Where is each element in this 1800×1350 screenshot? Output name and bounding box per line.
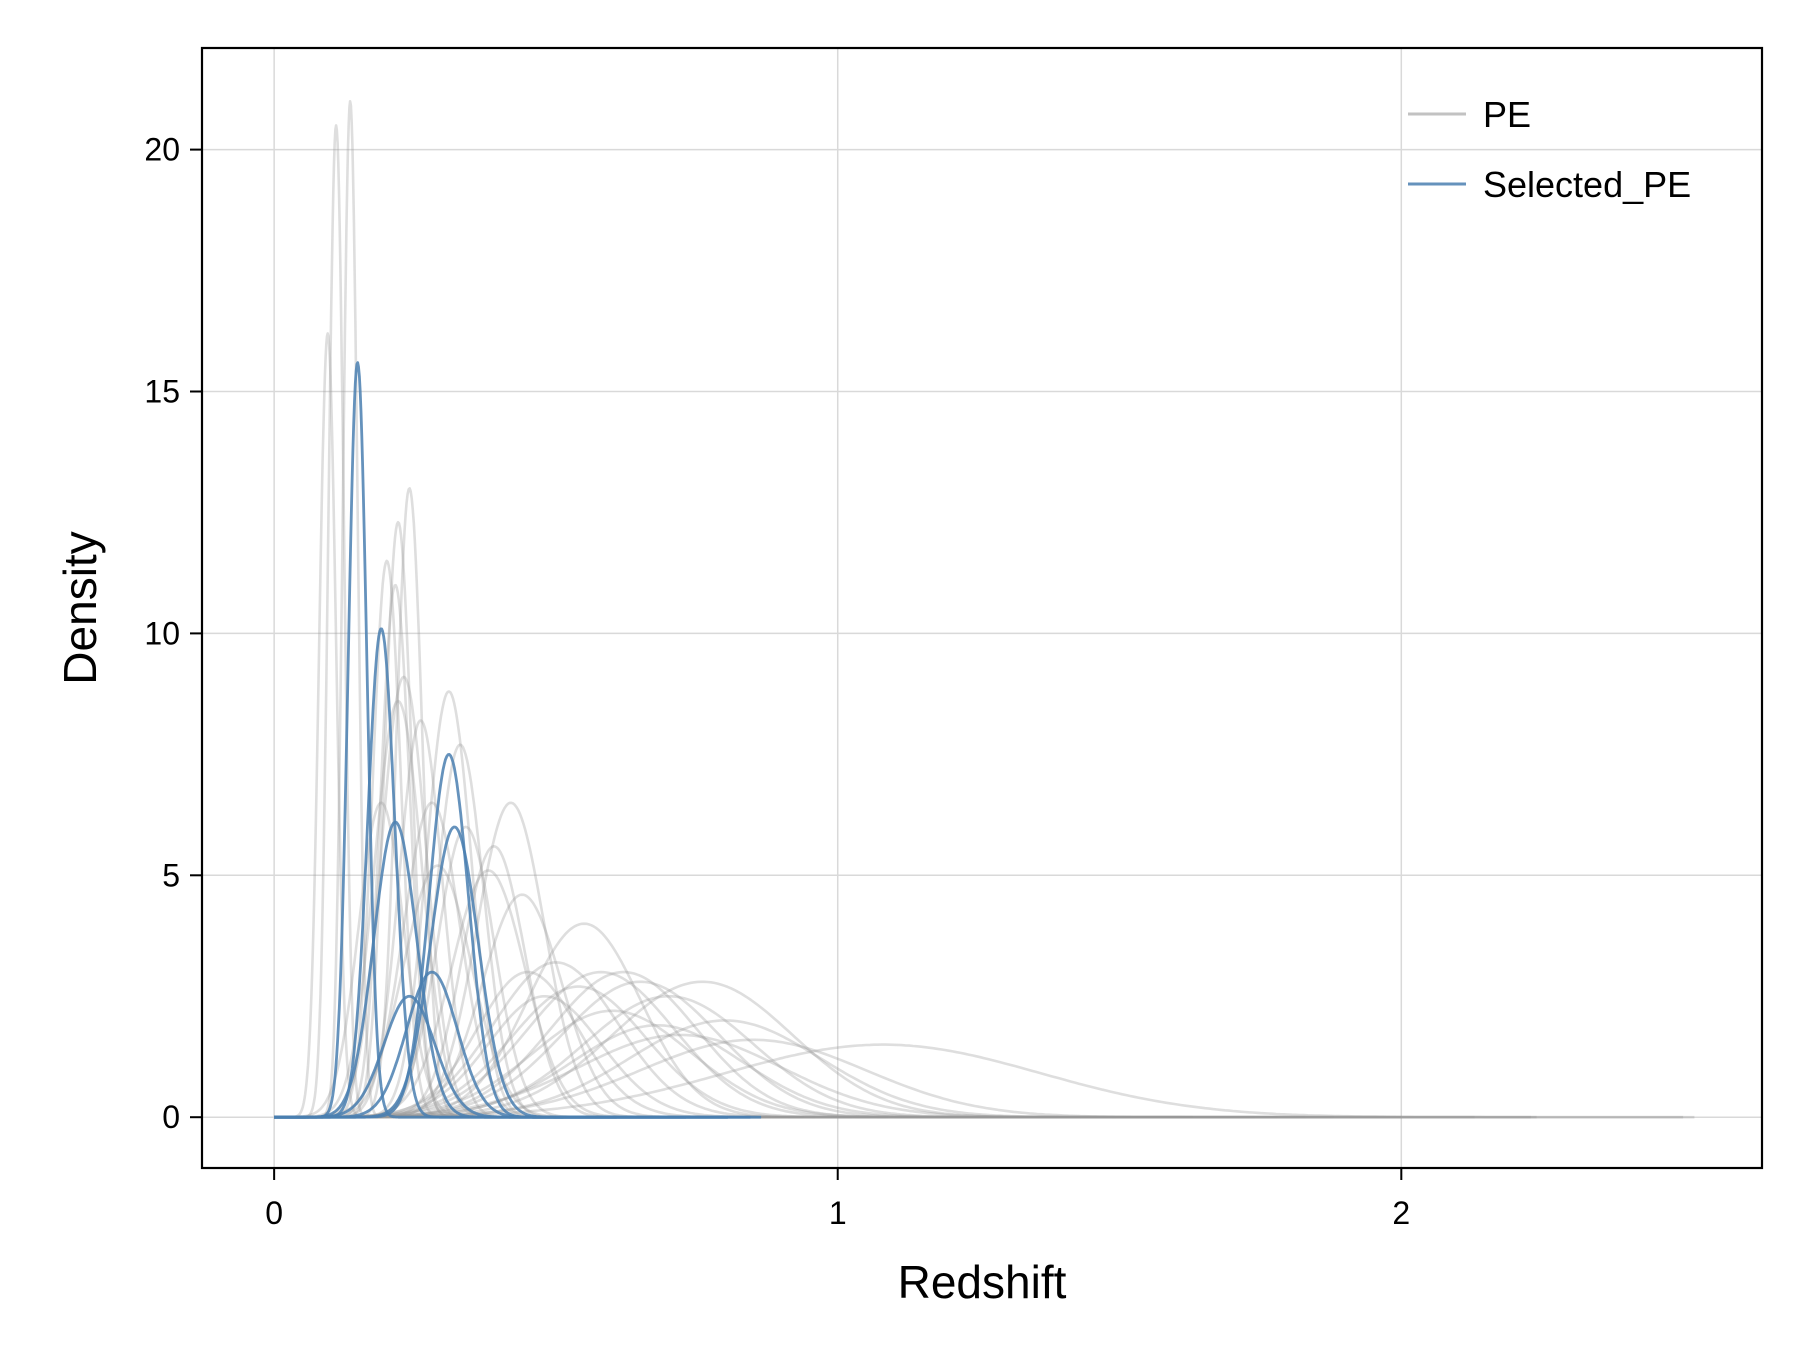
y-axis-ticks: 0 5 10 15 20 [144, 132, 202, 1135]
legend-label-pe: PE [1483, 94, 1531, 135]
y-tick-label: 5 [162, 857, 180, 893]
selected-pe-curve-6 [274, 994, 728, 1119]
pe-curve-32 [274, 995, 1081, 1119]
y-tick-label: 10 [144, 615, 180, 651]
pe-curve-35 [274, 1043, 1695, 1119]
plot-frame [200, 46, 1764, 1170]
pe-curve-27 [274, 1009, 1306, 1119]
x-tick-label: 0 [265, 1195, 283, 1231]
pe-curve-26 [274, 995, 1402, 1119]
pe-curve-33 [274, 970, 1024, 1119]
pe-curve-29 [274, 1019, 1537, 1119]
pe-curve-24 [274, 980, 1334, 1119]
pe-curve-20 [274, 922, 1120, 1119]
pe-curve-25 [274, 985, 1193, 1119]
selected-pe-curves [273, 361, 762, 1119]
y-axis-label: Density [54, 531, 106, 684]
y-tick-label: 0 [162, 1099, 180, 1135]
x-axis-ticks: 0 1 2 [265, 1168, 1410, 1231]
y-tick-label: 15 [144, 373, 180, 409]
pe-curve-23 [274, 970, 1278, 1119]
pe-curve-34 [274, 1038, 1684, 1119]
legend-label-selected-pe: Selected_PE [1483, 164, 1691, 205]
pe-curve-31 [274, 1033, 1531, 1119]
x-tick-label: 1 [829, 1195, 847, 1231]
x-tick-label: 2 [1392, 1195, 1410, 1231]
x-axis-label: Redshift [898, 1256, 1067, 1308]
pe-curve-22 [274, 970, 1255, 1119]
legend: PE Selected_PE [1408, 94, 1691, 205]
y-tick-label: 20 [144, 132, 180, 168]
pe-curve-30 [274, 1024, 1390, 1119]
